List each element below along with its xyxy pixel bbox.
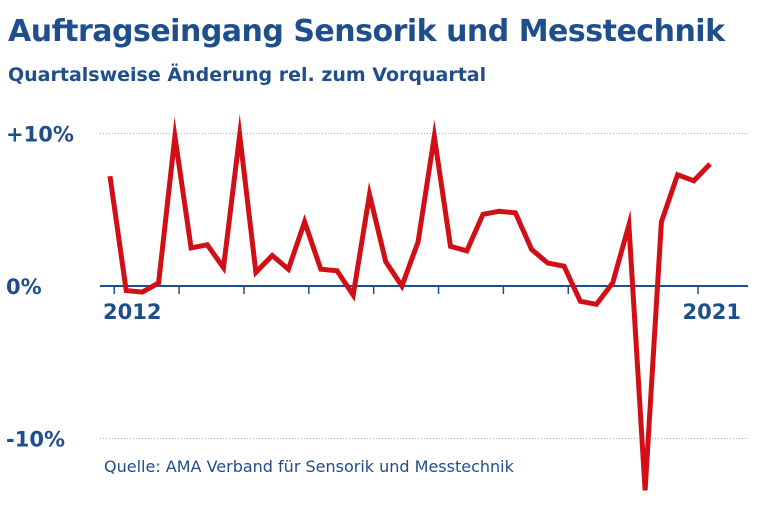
y-tick-label-0: +10%	[6, 123, 74, 147]
source-note: Quelle: AMA Verband für Sensorik und Mes…	[104, 457, 514, 476]
series-order-change	[107, 114, 712, 491]
x-axis	[100, 285, 748, 294]
x-label-2021: 2021	[683, 300, 741, 324]
y-tick-label-1: 0%	[6, 275, 42, 299]
y-tick-label-2: -10%	[6, 428, 65, 452]
series-line	[107, 114, 712, 491]
y-tick-labels: +10% 0% -10%	[6, 123, 74, 452]
chart-title: Auftragseingang Sensorik und Messtechnik	[8, 14, 725, 49]
x-label-2012: 2012	[103, 300, 161, 324]
x-tick-labels: 2012 2021	[103, 300, 741, 324]
chart-subtitle: Quartalsweise Änderung rel. zum Vorquart…	[8, 64, 487, 86]
